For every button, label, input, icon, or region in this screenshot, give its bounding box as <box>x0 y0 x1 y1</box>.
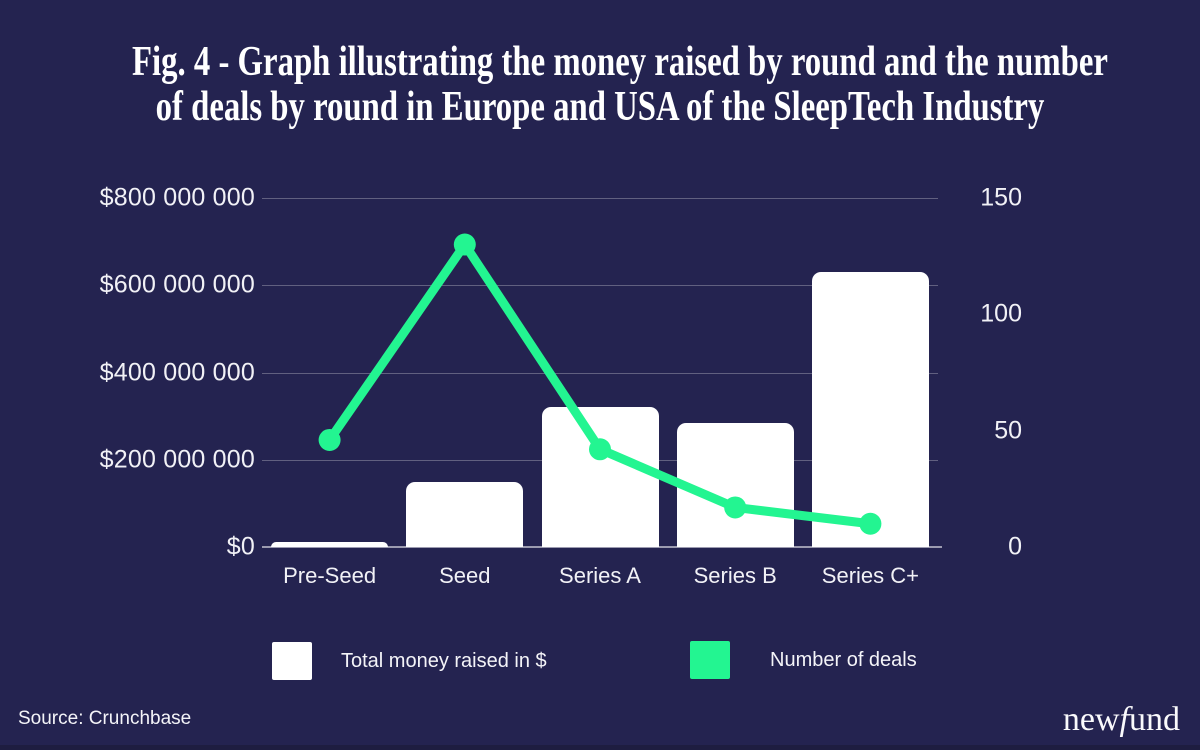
x-axis-line <box>262 546 942 548</box>
y-axis-tick-label: $0 <box>226 532 255 561</box>
y-axis-tick-label: $600 000 000 <box>99 270 255 299</box>
figure-title: Fig. 4 - Graph illustrating the money ra… <box>0 40 1200 130</box>
y-axis-tick-label: $400 000 000 <box>99 358 255 386</box>
bar-pre-seed <box>271 541 389 547</box>
legend-label-money-raised: Total money raised in $ <box>341 649 547 672</box>
bottom-edge-strip <box>0 745 1200 750</box>
legend-item-money-raised: Total money raised in $ <box>272 642 547 680</box>
y2-axis-tick-label: 150 <box>980 183 1022 212</box>
logo-text-und: und <box>1129 701 1180 738</box>
x-axis-label-series-b: Series B <box>693 563 777 588</box>
bar-series-a <box>541 407 659 547</box>
legend-item-number-of-deals: Number of deals <box>690 641 917 679</box>
legend-swatch-money-raised <box>272 642 312 680</box>
y-axis-tick-label: $800 000 000 <box>99 183 255 212</box>
legend-swatch-number-of-deals <box>690 641 730 679</box>
logo-text-f: f <box>1119 701 1129 738</box>
newfund-logo: newfund <box>1063 701 1180 739</box>
x-axis-label-series-a: Series A <box>559 563 641 588</box>
source-note: Source: Crunchbase <box>18 708 192 729</box>
x-axis-label-seed: Seed <box>439 563 491 588</box>
bar-seed <box>406 481 524 547</box>
x-axis-label-pre-seed: Pre-Seed <box>283 563 377 588</box>
y2-axis-tick-label: 50 <box>994 416 1022 445</box>
figure-title-line2: of deals by round in Europe and USA of t… <box>155 84 1045 130</box>
x-axis-label-series-c: Series C+ <box>821 563 919 588</box>
bar-series-c <box>811 272 929 547</box>
y2-axis-tick-label: 100 <box>980 299 1022 328</box>
logo-text-new: new <box>1062 701 1120 738</box>
gridline <box>262 198 938 199</box>
legend-label-number-of-deals: Number of deals <box>770 648 917 671</box>
bar-series-b <box>676 422 794 547</box>
figure-title-line1: Fig. 4 - Graph illustrating the money ra… <box>132 39 1108 85</box>
y2-axis-tick-label: 0 <box>1008 532 1022 561</box>
y-axis-tick-label: $200 000 000 <box>99 445 255 474</box>
